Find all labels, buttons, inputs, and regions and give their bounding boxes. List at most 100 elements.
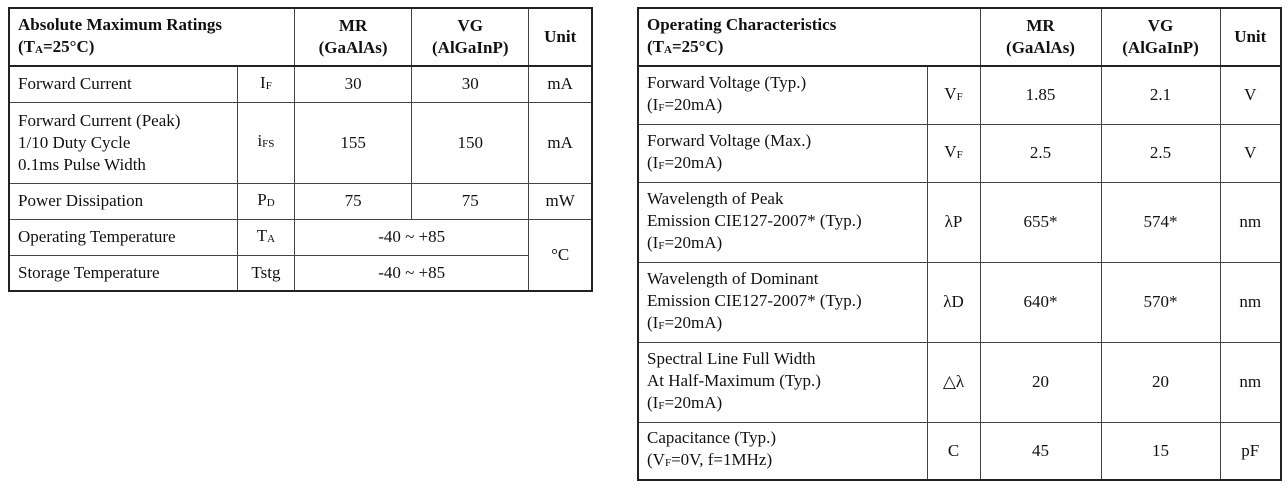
header-row: Operating Characteristics (TA=25°C) MR (GaA… — [637, 7, 1282, 67]
absolute-max-table: Absolute Maximum Ratings (TA=25°C) MR (GaAl… — [8, 7, 593, 292]
symbol-part: FS — [262, 138, 275, 150]
unit: nm — [1239, 292, 1262, 311]
symbol-part: T — [256, 225, 268, 245]
symbol: iFS — [257, 131, 274, 150]
symbol-cell: VF — [926, 123, 981, 183]
symbol: TA — [257, 226, 275, 245]
table-condition-part: =25°C) — [42, 36, 95, 56]
unit: nm — [1239, 372, 1262, 391]
column-header: (AlGaInP) — [432, 38, 509, 57]
vg-value: 30 — [461, 74, 479, 94]
symbol-part: V — [944, 83, 957, 103]
row-label: 0.1ms Pulse Width — [18, 154, 146, 174]
row-condition-line: (IF=20mA) — [647, 152, 919, 177]
unit-cell: nm — [1219, 261, 1282, 343]
symbol-cell: iFS — [236, 101, 295, 184]
operating-table: Operating Characteristics (TA=25°C) MR (GaA… — [637, 7, 1283, 481]
symbol-part: V — [944, 141, 957, 161]
unit-cell: nm — [1219, 341, 1282, 423]
symbol-cell: λP — [926, 181, 981, 263]
row: Forward Voltage (Typ.) (IF=20mA) VF 1.85 2.1… — [637, 65, 1282, 125]
row-condition-part: (I — [647, 94, 659, 114]
table-condition-part: (T — [647, 36, 664, 56]
table-condition-part: A — [35, 43, 43, 56]
value-cell: 20 — [979, 341, 1102, 423]
header-cell: VG (AlGaInP) — [1100, 7, 1221, 67]
row-label-line: Forward Voltage (Typ.) — [647, 72, 919, 94]
row-label-line: Wavelength of Dominant — [647, 268, 919, 290]
row-label-line: Emission CIE127-2007* (Typ.) — [647, 210, 919, 232]
label-cell: Forward Current (Peak) 1/10 Duty Cycle 0.1… — [8, 101, 238, 184]
row-label-line: Spectral Line Full Width — [647, 348, 919, 370]
row-condition-part: (I — [647, 312, 659, 332]
mr-value: 45 — [1032, 440, 1050, 460]
row-label-line: Forward Current — [18, 73, 229, 95]
unit-cell: mA — [528, 101, 593, 184]
value-cell: -40 ~ +85 — [293, 218, 530, 256]
vg-value: 20 — [1152, 372, 1170, 391]
row-label: Forward Voltage (Max.) — [647, 130, 812, 150]
mr-value: 655* — [1023, 212, 1058, 231]
symbol: λP — [944, 212, 963, 231]
row: Power Dissipation PD 75 75 mW — [8, 182, 593, 220]
unit-cell: mW — [528, 182, 593, 220]
range-value: -40 ~ +85 — [378, 262, 446, 282]
symbol: λD — [943, 292, 964, 311]
row: Forward Current IF 30 30 mA — [8, 65, 593, 103]
mr-value: 30 — [344, 74, 362, 94]
row-label: Forward Voltage (Typ.) — [647, 72, 807, 92]
row-label-line: Operating Temperature — [18, 226, 229, 248]
label-cell: Forward Current — [8, 65, 238, 103]
row-label: Power Dissipation — [18, 191, 144, 210]
row-condition-part: F — [658, 159, 665, 172]
label-cell: Power Dissipation — [8, 182, 238, 220]
mr-value: 2.5 — [1029, 143, 1052, 162]
row-condition-part: =20mA) — [664, 152, 723, 172]
symbol-part: i — [257, 131, 263, 150]
row-condition-line: (IF=20mA) — [647, 94, 919, 119]
symbol-cell: VF — [926, 65, 981, 125]
row-condition-part: F — [658, 239, 665, 252]
value-cell: 150 — [411, 101, 530, 184]
symbol: C — [947, 440, 960, 460]
column-header-line: (GaAlAs) — [303, 37, 403, 59]
vg-value: 574* — [1143, 212, 1178, 231]
table-condition-part: =25°C) — [671, 36, 724, 56]
row-condition-line: (IF=20mA) — [647, 312, 919, 337]
row-condition-part: F — [664, 457, 672, 470]
value-cell: 2.5 — [979, 123, 1102, 183]
column-header: MR — [338, 16, 368, 35]
value-cell: 655* — [979, 181, 1102, 263]
row-label: Storage Temperature — [18, 262, 160, 282]
row-condition: (IF=20mA) — [647, 233, 722, 252]
row-label: Wavelength of Dominant — [647, 268, 819, 288]
unit: V — [1244, 85, 1257, 105]
row-label-line: Forward Voltage (Max.) — [647, 130, 919, 152]
row-label: At Half-Maximum (Typ.) — [647, 370, 821, 390]
table-condition-part: A — [664, 43, 672, 56]
column-header: (GaAlAs) — [318, 38, 388, 57]
symbol-cell: IF — [236, 65, 295, 103]
value-cell: 75 — [293, 182, 413, 220]
row-label: Emission CIE127-2007* (Typ.) — [647, 290, 862, 310]
symbol-part: F — [956, 148, 963, 161]
value-cell: 30 — [293, 65, 413, 103]
row-condition-part: =0V, f=1MHz) — [671, 450, 773, 470]
value-cell: -40 ~ +85 — [293, 254, 530, 292]
header-cell: Absolute Maximum Ratings (TA=25°C) — [8, 7, 295, 67]
row-condition-part: F — [658, 319, 665, 332]
symbol-part: A — [267, 232, 276, 245]
row-condition-line: (VF=0V, f=1MHz) — [647, 449, 919, 474]
row-label: Spectral Line Full Width — [647, 348, 816, 368]
row-label: 1/10 Duty Cycle — [18, 132, 131, 152]
unit: nm — [1239, 212, 1262, 231]
row-condition-part: (I — [647, 232, 659, 252]
symbol-part: I — [260, 72, 266, 92]
unit: mA — [547, 132, 573, 152]
row-label: Operating Temperature — [18, 227, 176, 246]
symbol: IF — [260, 73, 272, 92]
label-cell: Capacitance (Typ.) (VF=0V, f=1MHz) — [637, 421, 928, 481]
vg-value: 75 — [461, 191, 479, 210]
value-cell: 2.5 — [1100, 123, 1221, 183]
mr-value: 20 — [1032, 372, 1050, 391]
